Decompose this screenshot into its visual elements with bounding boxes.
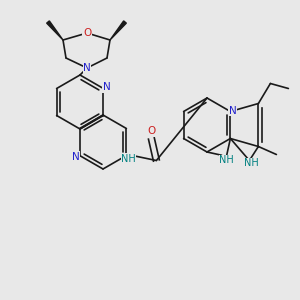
Text: N: N <box>72 152 80 161</box>
Text: O: O <box>147 127 155 136</box>
Text: N: N <box>103 82 110 92</box>
Text: NH: NH <box>219 155 234 165</box>
Text: O: O <box>83 28 91 38</box>
Text: NH: NH <box>121 154 136 164</box>
Text: N: N <box>83 63 91 73</box>
Text: NH: NH <box>244 158 259 169</box>
Polygon shape <box>110 21 126 40</box>
Text: N: N <box>229 106 236 116</box>
Polygon shape <box>47 21 63 40</box>
